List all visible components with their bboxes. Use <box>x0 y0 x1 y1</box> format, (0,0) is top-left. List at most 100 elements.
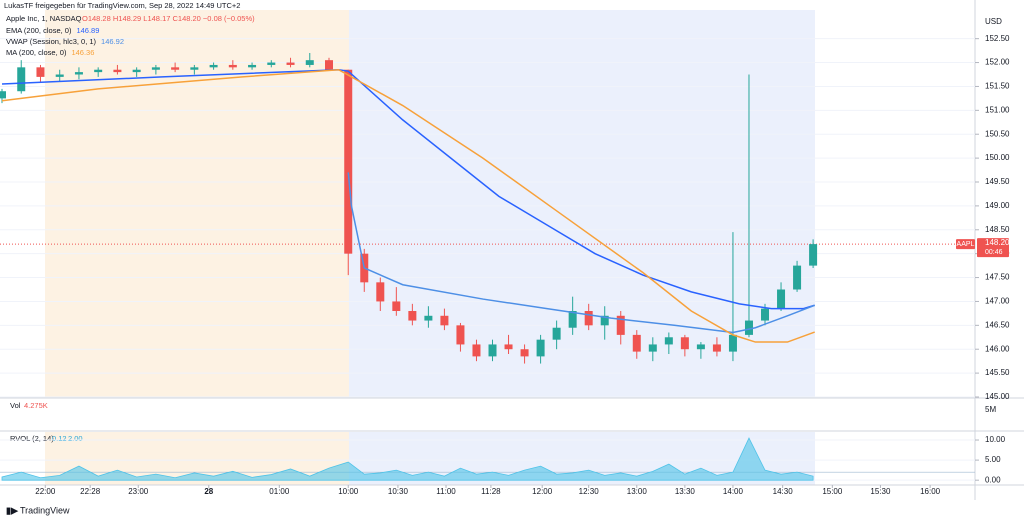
y-tick-label: 146.00 <box>985 344 1010 353</box>
y-tick-label: 10.00 <box>985 435 1006 444</box>
y-tick-label: 0.00 <box>985 475 1001 484</box>
candle-body <box>228 64 237 68</box>
x-tick-label: 14:00 <box>723 487 744 496</box>
candle-body <box>712 344 721 352</box>
y-tick-label: 150.00 <box>985 153 1010 162</box>
candle-body <box>113 69 122 73</box>
candle-body <box>488 344 497 357</box>
candle-body <box>472 344 481 357</box>
indicator-line <box>1 68 815 310</box>
x-tick-label: 16:00 <box>920 487 941 496</box>
x-tick-label: 01:00 <box>269 487 290 496</box>
candle-body <box>536 339 545 357</box>
y-tick-label: 151.50 <box>985 82 1010 91</box>
logo: ▮▶ <box>6 505 19 515</box>
candle-body <box>809 244 818 266</box>
x-tick-label: 10:00 <box>338 487 359 496</box>
legend-name: EMA (200, close, 0) <box>6 26 72 35</box>
x-tick-label: 11:00 <box>436 487 456 496</box>
candle-body <box>504 344 513 350</box>
y-tick-label: 150.50 <box>985 129 1010 138</box>
y-tick-label: 145.00 <box>985 392 1010 401</box>
candle-body <box>286 62 295 65</box>
y-tick-label: 147.50 <box>985 273 1010 282</box>
candle-body <box>325 60 334 70</box>
candle-body <box>94 69 103 73</box>
candle-body <box>440 315 449 326</box>
candle-body <box>632 334 641 352</box>
rvol-area <box>1 437 814 481</box>
x-tick-label: 10:30 <box>388 487 409 496</box>
rvol-threshold: 2.00 <box>68 434 83 443</box>
y-tick-label: 145.50 <box>985 368 1010 377</box>
candle-body <box>132 69 141 73</box>
rvol-title: RVOL (2, 14) <box>10 434 54 443</box>
candle-body <box>696 344 705 350</box>
volume-value: 4.275K <box>24 401 48 410</box>
countdown: 00:46 <box>985 249 1003 256</box>
price-badge-label: 148.20 <box>985 238 1010 247</box>
candle-body <box>376 282 385 302</box>
candle-body <box>520 349 529 357</box>
candle-body <box>664 337 673 345</box>
candle-body <box>36 67 45 77</box>
y-tick-label: 148.50 <box>985 225 1010 234</box>
x-tick-label: 15:00 <box>822 487 843 496</box>
candle-body <box>248 64 257 68</box>
symbol: Apple Inc, 1, NASDAQ <box>6 14 82 23</box>
rvol-value: 0.12 <box>52 434 67 443</box>
indicator-line <box>347 172 815 334</box>
legend-name: MA (200, close, 0) <box>6 48 67 57</box>
candle-body <box>584 311 593 326</box>
legend-name: VWAP (Session, hlc3, 0, 1) <box>6 37 97 46</box>
candle-body <box>408 311 417 321</box>
symbol-badge <box>956 239 975 250</box>
candle-body <box>600 315 609 326</box>
candle-body <box>744 320 753 335</box>
candle-body <box>568 311 577 328</box>
x-tick-label: 13:00 <box>627 487 648 496</box>
x-tick-label: 13:30 <box>675 487 696 496</box>
x-tick-label: 28 <box>204 487 213 496</box>
x-tick-label: 12:30 <box>579 487 600 496</box>
y-tick-label: 152.50 <box>985 34 1010 43</box>
y-tick-label: 146.50 <box>985 320 1010 329</box>
candle-body <box>680 337 689 350</box>
x-tick-label: 12:00 <box>532 487 553 496</box>
ohlc: O148.28 H148.29 L148.17 C148.20 −0.08 (−… <box>82 14 255 23</box>
candle-body <box>305 60 314 65</box>
candle-body <box>190 67 199 70</box>
indicator-line <box>1 68 815 343</box>
x-tick-label: 22:00 <box>35 487 56 496</box>
share-title: LukasTF freigegeben für TradingView.com,… <box>4 1 240 10</box>
candle-body <box>761 308 770 321</box>
volume-label: Vol <box>10 401 21 410</box>
x-tick-label: 14:30 <box>773 487 794 496</box>
candle-body <box>616 315 625 335</box>
symbol-badge-label: AAPL <box>957 241 975 248</box>
currency: USD <box>985 17 1002 26</box>
candle-body <box>74 72 83 75</box>
y-tick-label: 152.00 <box>985 58 1010 67</box>
candle-body <box>344 69 353 254</box>
candle-body <box>171 67 180 70</box>
x-tick-label: 23:00 <box>128 487 149 496</box>
candle-body <box>456 325 465 345</box>
price-badge <box>977 238 1009 258</box>
x-tick-label: 15:30 <box>870 487 891 496</box>
y-tick-label: 5.00 <box>985 455 1001 464</box>
candle-body <box>777 289 786 309</box>
candle-body <box>267 62 276 65</box>
y-tick-label: 147.00 <box>985 297 1010 306</box>
legend-value: 146.36 <box>71 48 94 57</box>
candle-body <box>424 315 433 321</box>
y-tick-label: 149.50 <box>985 177 1010 186</box>
y-tick-label: 151.00 <box>985 105 1010 114</box>
legend-value: 146.92 <box>101 37 124 46</box>
x-tick-label: 22:28 <box>80 487 101 496</box>
candle-body <box>209 64 218 68</box>
legend-value: 146.89 <box>76 26 99 35</box>
x-tick-label: 11:28 <box>481 487 501 496</box>
candle-body <box>392 301 401 311</box>
